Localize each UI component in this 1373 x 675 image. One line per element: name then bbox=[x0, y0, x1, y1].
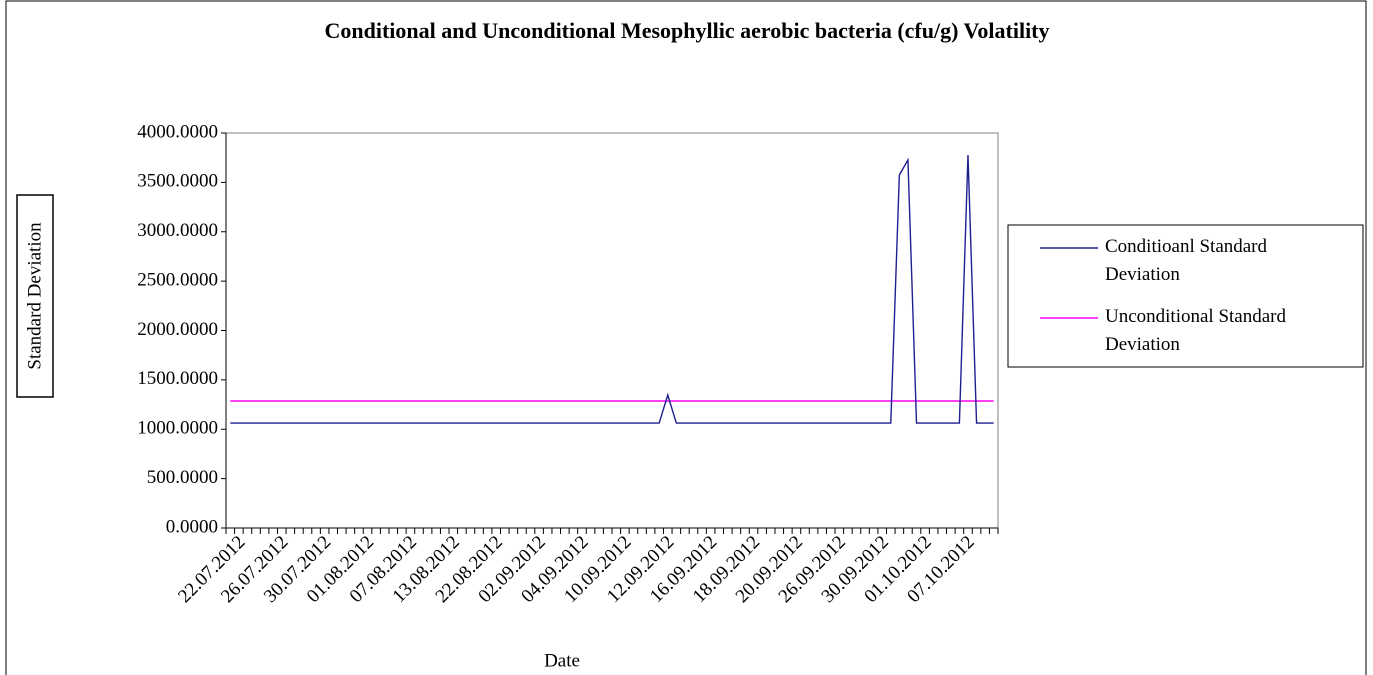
data-line bbox=[230, 154, 994, 424]
y-tick-label: 2500.0000 bbox=[137, 269, 218, 290]
x-axis-label: Date bbox=[544, 650, 580, 671]
y-tick-label: 4000.0000 bbox=[137, 121, 218, 142]
legend-label: Unconditional Standard Deviation bbox=[1105, 306, 1286, 355]
y-axis-label: Standard Deviation bbox=[24, 222, 45, 370]
legend-label: Conditioanl Standard Deviation bbox=[1105, 236, 1268, 285]
y-tick-label: 1000.0000 bbox=[137, 418, 218, 439]
y-tick-label: 1500.0000 bbox=[137, 368, 218, 389]
y-tick-label: 3500.0000 bbox=[137, 171, 218, 192]
chart-title: Conditional and Unconditional Mesophylli… bbox=[324, 18, 1049, 43]
y-tick-label: 2000.0000 bbox=[137, 319, 218, 340]
y-tick-label: 0.0000 bbox=[166, 516, 218, 537]
y-tick-label: 3000.0000 bbox=[137, 220, 218, 241]
y-tick-label: 500.0000 bbox=[147, 467, 218, 488]
y-label-box bbox=[16, 194, 54, 398]
